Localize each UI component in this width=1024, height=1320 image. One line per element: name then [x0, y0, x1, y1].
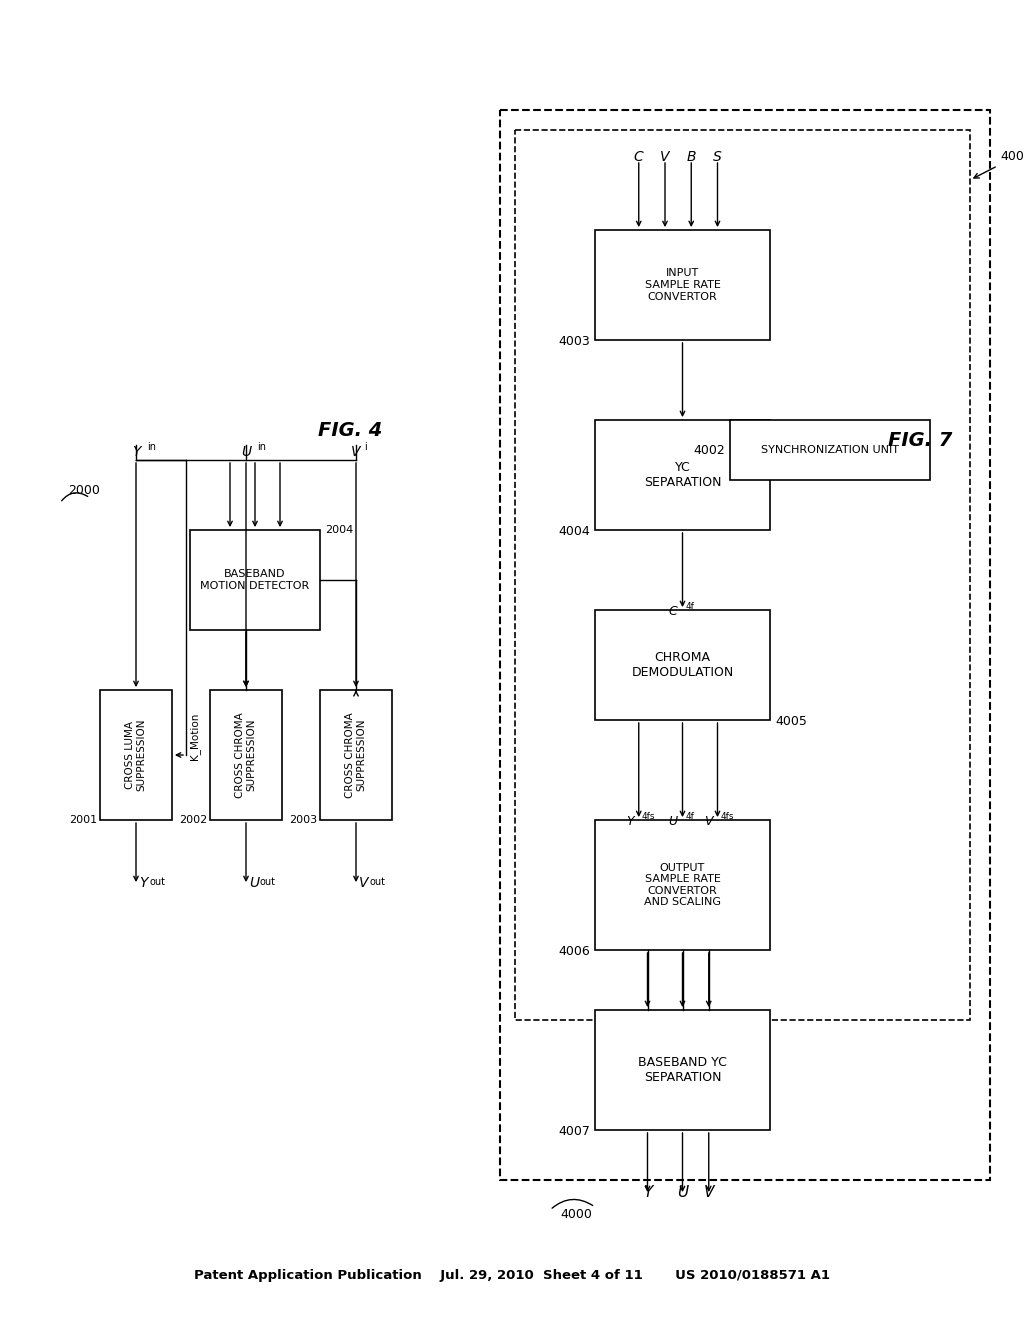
Text: CROSS LUMA
SUPPRESSION: CROSS LUMA SUPPRESSION	[125, 719, 146, 791]
Text: INPUT
SAMPLE RATE
CONVERTOR: INPUT SAMPLE RATE CONVERTOR	[644, 268, 721, 301]
Text: CHROMA
DEMODULATION: CHROMA DEMODULATION	[632, 651, 733, 678]
Text: 2001: 2001	[69, 814, 97, 825]
Text: U: U	[249, 876, 259, 890]
Text: B: B	[686, 150, 696, 164]
Bar	[210, 690, 282, 820]
Text: V: V	[660, 150, 670, 164]
Text: V: V	[703, 1185, 714, 1200]
Bar	[190, 531, 319, 630]
Text: V: V	[359, 876, 369, 890]
Bar	[595, 610, 770, 719]
Text: 2004: 2004	[325, 525, 353, 535]
Text: FIG. 4: FIG. 4	[317, 421, 382, 440]
Bar	[595, 230, 770, 341]
Text: out: out	[259, 876, 275, 887]
Bar	[515, 129, 970, 1020]
Text: 4006: 4006	[558, 945, 590, 958]
Text: 4004: 4004	[558, 525, 590, 539]
Text: OUTPUT
SAMPLE RATE
CONVERTOR
AND SCALING: OUTPUT SAMPLE RATE CONVERTOR AND SCALING	[644, 862, 721, 907]
Bar	[595, 420, 770, 531]
Text: Y: Y	[643, 1185, 652, 1200]
Text: in: in	[147, 442, 156, 451]
Text: out: out	[369, 876, 385, 887]
Text: 4f: 4f	[685, 812, 694, 821]
Text: 2003: 2003	[289, 814, 317, 825]
Text: S: S	[713, 150, 722, 164]
Text: 4f: 4f	[685, 602, 694, 611]
Text: U: U	[669, 814, 678, 828]
Text: in: in	[257, 442, 266, 451]
Text: Patent Application Publication    Jul. 29, 2010  Sheet 4 of 11       US 2010/018: Patent Application Publication Jul. 29, …	[194, 1269, 830, 1282]
Bar	[595, 820, 770, 950]
Text: YC
SEPARATION: YC SEPARATION	[644, 461, 721, 488]
Text: C: C	[669, 605, 678, 618]
Text: 2000: 2000	[68, 483, 100, 496]
Bar	[100, 690, 172, 820]
Bar	[730, 420, 930, 480]
Text: SYNCHRONIZATION UNIT: SYNCHRONIZATION UNIT	[761, 445, 899, 455]
Text: BASEBAND YC
SEPARATION: BASEBAND YC SEPARATION	[638, 1056, 727, 1084]
Text: out: out	[150, 876, 165, 887]
Text: 4fs: 4fs	[642, 812, 655, 821]
Text: U: U	[677, 1185, 688, 1200]
Text: Y: Y	[132, 445, 140, 459]
Text: Y: Y	[139, 876, 147, 890]
Text: Y: Y	[626, 814, 634, 828]
Text: 4001: 4001	[974, 150, 1024, 178]
Text: V: V	[705, 814, 713, 828]
Text: K_Motion: K_Motion	[189, 713, 200, 760]
Bar	[500, 110, 990, 1180]
Text: U: U	[241, 445, 251, 459]
Text: C: C	[634, 150, 644, 164]
Text: 4fs: 4fs	[721, 812, 734, 821]
Text: 4007: 4007	[558, 1125, 590, 1138]
Bar	[319, 690, 392, 820]
Text: 4005: 4005	[775, 715, 807, 729]
Text: i: i	[364, 442, 367, 451]
Text: 4000: 4000	[560, 1209, 592, 1221]
Text: BASEBAND
MOTION DETECTOR: BASEBAND MOTION DETECTOR	[201, 569, 309, 591]
Bar	[595, 1010, 770, 1130]
Text: 2002: 2002	[179, 814, 207, 825]
Text: FIG. 7: FIG. 7	[888, 430, 952, 450]
Text: 4002: 4002	[693, 444, 725, 457]
Text: V: V	[351, 445, 360, 459]
Text: 4003: 4003	[558, 335, 590, 348]
Text: CROSS CHROMA
SUPPRESSION: CROSS CHROMA SUPPRESSION	[345, 711, 367, 797]
Text: CROSS CHROMA
SUPPRESSION: CROSS CHROMA SUPPRESSION	[236, 711, 257, 797]
